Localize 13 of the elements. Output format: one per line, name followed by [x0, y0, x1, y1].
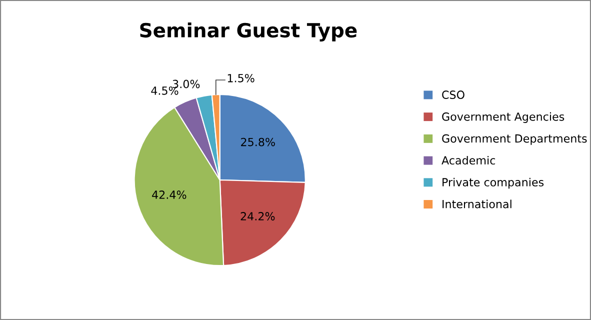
data-label: 24.2% — [240, 212, 275, 220]
data-label: 3.0% — [172, 80, 200, 88]
data-label: 42.4% — [152, 190, 186, 199]
data-label: 25.8% — [241, 138, 275, 146]
legend-label: Government Agencies — [442, 112, 564, 123]
legend-label: Private companies — [442, 178, 544, 189]
data-label: 4.5% — [151, 86, 178, 95]
chart-title: Seminar Guest Type — [140, 22, 357, 42]
data-label: 1.5% — [228, 74, 254, 82]
legend-label: CSO — [442, 90, 464, 99]
legend-label: Academic — [442, 156, 496, 165]
legend-label: Government Departments — [442, 134, 587, 145]
legend-label: International — [442, 200, 512, 208]
